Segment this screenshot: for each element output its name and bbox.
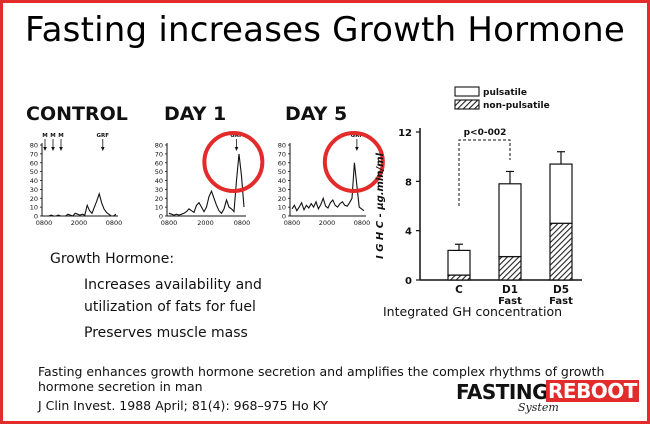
fasting-reboot-logo: FASTING REBOOT System bbox=[456, 379, 639, 414]
panel-0-ytick-label-8: 0 bbox=[34, 213, 38, 221]
legend-label-nonpulsatile: non-pulsatile bbox=[483, 101, 550, 111]
panel-0-marker-label-2: M bbox=[58, 133, 63, 139]
panel-2-ytick-label-5: 30 bbox=[278, 186, 286, 194]
panel-1-xtick-label-2: 0800 bbox=[234, 219, 251, 227]
panel-1-ytick-label-5: 30 bbox=[155, 186, 163, 194]
panel-0-xtick-label-2: 0800 bbox=[106, 219, 123, 227]
panel-1-ytick-label-6: 20 bbox=[155, 195, 163, 203]
panel-2-xtick-label-0: 0800 bbox=[284, 219, 301, 227]
bar-category-sublabel-1: Fast bbox=[498, 296, 522, 307]
bar-pulsatile-2 bbox=[549, 163, 573, 224]
panel-2-xtick-label-2: 0800 bbox=[354, 219, 371, 227]
citation-line-2: hormone secretion in man bbox=[38, 379, 203, 394]
panel-2-marker-head-0 bbox=[355, 147, 359, 151]
bar-ytick-label-3: 12 bbox=[398, 128, 412, 139]
panel-2-ytick-label-2: 60 bbox=[278, 159, 286, 167]
panel-0-ytick-label-4: 40 bbox=[30, 177, 38, 185]
slide-title: Fasting increases Growth Hormone bbox=[25, 10, 625, 50]
panel-1-xtick-label-0: 0800 bbox=[161, 219, 178, 227]
panel-label-control: CONTROL bbox=[26, 103, 128, 125]
panel-0-marker-label-0: M bbox=[42, 133, 47, 139]
panel-0-marker-head-2 bbox=[59, 147, 63, 151]
logo-word-reboot: REBOOT bbox=[546, 379, 639, 403]
panel-2-marker-label-0: GRF bbox=[351, 133, 364, 139]
bar-category-label-0: C bbox=[455, 284, 463, 296]
bar-significance-label: p<0-002 bbox=[464, 128, 507, 138]
legend-swatch-pulsatile bbox=[454, 86, 480, 97]
panel-1-ytick-label-0: 80 bbox=[155, 142, 163, 150]
gh-bullet-2: Preserves muscle mass bbox=[84, 325, 248, 341]
logo-word-system: System bbox=[518, 401, 559, 414]
panel-label-day5: DAY 5 bbox=[285, 103, 348, 125]
logo-word-fasting: FASTING bbox=[456, 380, 549, 404]
panel-2-ytick-label-0: 80 bbox=[278, 142, 286, 150]
bar-category-label-1: D1 bbox=[502, 284, 518, 296]
panel-2-ytick-label-4: 40 bbox=[278, 177, 286, 185]
citation-line-1: Fasting enhances growth hormone secretio… bbox=[38, 364, 605, 379]
panel-0-marker-label-1: M bbox=[50, 133, 55, 139]
panel-1-ytick-label-2: 60 bbox=[155, 159, 163, 167]
bar-ytick-label-1: 4 bbox=[405, 227, 412, 238]
panel-1-marker-head-0 bbox=[234, 147, 239, 151]
bar-y-axis-label: I G H C - μg.min/ml bbox=[375, 152, 386, 259]
panel-2-ytick-label-3: 50 bbox=[278, 168, 286, 176]
panel-1-series-line bbox=[168, 153, 245, 216]
panel-0-ytick-label-7: 10 bbox=[30, 204, 38, 212]
bar-ytick-label-0: 0 bbox=[405, 276, 412, 287]
panel-1-ytick-label-7: 10 bbox=[155, 204, 163, 212]
bar-chart-caption: Integrated GH concentration bbox=[383, 304, 563, 319]
panel-0-ytick-label-1: 70 bbox=[30, 150, 38, 158]
panel-0-ytick-label-6: 20 bbox=[30, 195, 38, 203]
panel-0-series-line bbox=[44, 191, 117, 217]
panel-0-marker-head-0 bbox=[43, 147, 47, 151]
legend-swatch-nonpulsatile bbox=[454, 99, 480, 110]
bar-pulsatile-1 bbox=[498, 183, 522, 258]
panel-1-ytick-label-8: 0 bbox=[159, 213, 163, 221]
panel-2-ytick-label-8: 0 bbox=[282, 213, 286, 221]
panel-0-ytick-label-0: 80 bbox=[30, 142, 38, 150]
panel-1-xtick-label-1: 2000 bbox=[197, 219, 214, 227]
bar-category-label-2: D5 bbox=[553, 284, 569, 296]
panel-1-ytick-label-1: 70 bbox=[155, 150, 163, 158]
bar-pulsatile-0 bbox=[447, 249, 471, 276]
bar-category-sublabel-2: Fast bbox=[549, 296, 573, 307]
legend-label-pulsatile: pulsatile bbox=[483, 88, 527, 98]
panel-0-ytick-label-5: 30 bbox=[30, 186, 38, 194]
panel-2-xtick-label-1: 2000 bbox=[319, 219, 336, 227]
citation-line-3: J Clin Invest. 1988 April; 81(4): 968–97… bbox=[38, 398, 328, 413]
bar-significance-bracket bbox=[458, 139, 511, 206]
panel-label-day1: DAY 1 bbox=[164, 103, 227, 125]
panel-0-ytick-label-2: 60 bbox=[30, 159, 38, 167]
panel-2-series-line bbox=[291, 162, 365, 212]
gh-heading: Growth Hormone: bbox=[50, 251, 175, 267]
panel-2-ytick-label-6: 20 bbox=[278, 195, 286, 203]
panel-0-marker-label-3: GRF bbox=[97, 133, 110, 139]
panel-1-highlight-circle bbox=[202, 131, 265, 193]
panel-1-ytick-label-3: 50 bbox=[155, 168, 163, 176]
gh-bullet-1a: Increases availability and bbox=[84, 277, 262, 293]
panel-0-ytick-label-3: 50 bbox=[30, 168, 38, 176]
panel-2-ytick-label-7: 10 bbox=[278, 204, 286, 212]
panel-0-marker-head-3 bbox=[101, 147, 105, 151]
bar-ytick-label-2: 8 bbox=[405, 177, 412, 188]
bar-nonpulsatile-0 bbox=[447, 274, 471, 281]
bar-nonpulsatile-2 bbox=[549, 222, 573, 281]
panel-2-highlight-circle bbox=[322, 131, 385, 193]
panel-1-ytick-label-4: 40 bbox=[155, 177, 163, 185]
panel-0-xtick-label-1: 2000 bbox=[71, 219, 88, 227]
panel-2-ytick-label-1: 70 bbox=[278, 150, 286, 158]
panel-1-marker-label-0: GRF bbox=[230, 133, 243, 139]
gh-bullet-1b: utilization of fats for fuel bbox=[84, 299, 256, 315]
panel-0-xtick-label-0: 0800 bbox=[36, 219, 53, 227]
panel-0-marker-head-1 bbox=[51, 147, 55, 151]
bar-nonpulsatile-1 bbox=[498, 255, 522, 281]
